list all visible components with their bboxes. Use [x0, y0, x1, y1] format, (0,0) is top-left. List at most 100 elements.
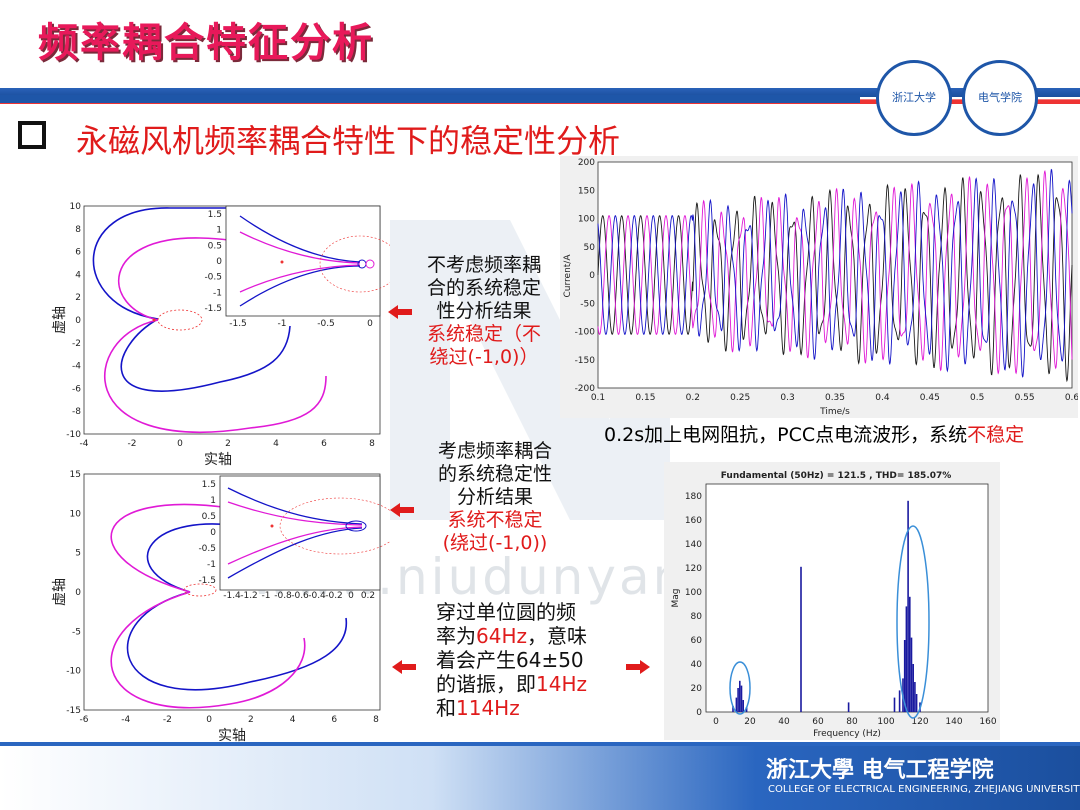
x-tick-label: 80 [846, 717, 858, 727]
checkbox-bullet-icon [18, 121, 46, 149]
x-tick-label: 0 [177, 439, 183, 449]
inset-y-tick-label: -1.5 [204, 304, 222, 314]
y-tick-label: -5 [72, 627, 81, 637]
y-tick-label: 0 [589, 271, 595, 281]
inset-y-tick-label: -1.5 [198, 576, 216, 586]
y-tick-label: 80 [691, 612, 703, 622]
college-logo: 电气学院 [962, 60, 1038, 136]
y-tick-label: 100 [685, 588, 702, 598]
x-tick-label: 4 [273, 439, 279, 449]
x-tick-label: 8 [369, 439, 375, 449]
x-tick-label: 2 [225, 439, 231, 449]
inset-y-tick-label: -0.5 [198, 544, 216, 554]
note3-line5: 和114Hz [436, 696, 612, 720]
fft-bar [736, 698, 738, 712]
fft-bar [737, 688, 739, 712]
inset-y-tick-label: 0.5 [202, 512, 216, 522]
x-tick-label: 2 [248, 715, 254, 725]
note-no-coupling: 不考虑频率耦 合的系统稳定 性分析结果 系统稳定（不 绕过(-1,0)） [412, 254, 556, 369]
arrow-left-icon [388, 305, 412, 319]
y-tick-label: -4 [72, 362, 81, 372]
inset-x-tick-label: -1.4 [223, 591, 241, 601]
school-name: 浙江大學 电气工程学院 [766, 752, 994, 784]
nyquist-bottom-ylabel: 虚轴 [52, 578, 68, 606]
inset-y-tick-label: -1 [207, 560, 216, 570]
y-tick-label: 100 [578, 215, 595, 225]
fft-xlabel: Frequency (Hz) [813, 729, 881, 739]
inset-x-tick-label: 0 [348, 591, 354, 601]
x-tick-label: 0.55 [1015, 393, 1035, 403]
note2-line2: 的系统稳定性 [420, 463, 570, 486]
inset-x-tick-label: -1 [278, 319, 287, 329]
y-tick-label: 140 [685, 540, 702, 550]
inset-y-tick-label: 0 [210, 528, 216, 538]
x-tick-label: 140 [945, 717, 962, 727]
x-tick-label: 0.3 [780, 393, 794, 403]
arrow-left-icon [392, 660, 416, 674]
fft-bar [909, 597, 911, 712]
fft-spectrum-chart: Fundamental (50Hz) = 121.5 , THD= 185.07… [664, 462, 1000, 740]
note-resonance: 穿过单位圆的频 率为64Hz，意味 着会产生64±50 的谐振，即14Hz 和1… [436, 600, 612, 720]
x-tick-label: 0.2 [686, 393, 700, 403]
note2-result-line1: 系统不稳定 [420, 509, 570, 532]
fft-bar [906, 606, 908, 712]
note1-line3: 性分析结果 [412, 300, 556, 323]
note3-line1: 穿过单位圆的频 [436, 600, 612, 624]
x-tick-label: 0.6 [1065, 393, 1078, 403]
university-logo: 浙江大学 [876, 60, 952, 136]
inset-y-tick-label: 1.5 [202, 480, 216, 490]
x-tick-label: 4 [290, 715, 296, 725]
y-tick-label: -2 [72, 339, 81, 349]
waveform-xlabel: Time/s [819, 407, 850, 417]
fft-bar [894, 698, 896, 712]
note3-text: ，意味 [527, 624, 587, 648]
note-with-coupling: 考虑频率耦合 的系统稳定性 分析结果 系统不稳定 (绕过(-1,0)) [420, 440, 570, 555]
y-tick-label: 0 [75, 588, 81, 598]
inset-y-tick-label: 1 [210, 496, 216, 506]
x-tick-label: 0 [206, 715, 212, 725]
y-tick-label: 15 [70, 470, 81, 480]
x-tick-label: -6 [80, 715, 89, 725]
y-tick-label: 6 [75, 248, 81, 258]
y-tick-label: 10 [70, 202, 82, 212]
y-tick-label: 20 [691, 684, 703, 694]
fft-bar [899, 690, 901, 712]
fft-bar [739, 681, 741, 712]
fft-bar [742, 700, 744, 712]
y-tick-label: -6 [72, 384, 81, 394]
inset-x-tick-label: -1 [262, 591, 271, 601]
y-tick-label: -8 [72, 407, 81, 417]
x-tick-label: 40 [778, 717, 790, 727]
inset-x-tick-label: -0.4 [308, 591, 326, 601]
note2-line1: 考虑频率耦合 [420, 440, 570, 463]
note2-line3: 分析结果 [420, 486, 570, 509]
note3-text: 的谐振，即 [436, 672, 536, 696]
note3-line2: 率为64Hz，意味 [436, 624, 612, 648]
x-tick-label: 0.35 [825, 393, 845, 403]
y-tick-label: -10 [66, 667, 81, 677]
note3-line3: 着会产生64±50 [436, 648, 612, 672]
waveform-ylabel: Current/A [563, 254, 573, 298]
x-tick-label: 0.25 [730, 393, 750, 403]
school-name-en: COLLEGE OF ELECTRICAL ENGINEERING, ZHEJI… [768, 784, 1080, 795]
x-tick-label: 0.5 [970, 393, 984, 403]
caption-text: 0.2s加上电网阻抗，PCC点电流波形，系统 [604, 424, 967, 446]
y-tick-label: 0 [696, 708, 702, 718]
x-tick-label: 0.15 [635, 393, 655, 403]
nyquist-top-xlabel: 实轴 [204, 452, 232, 468]
arrow-left-icon [390, 503, 414, 517]
note3-line4: 的谐振，即14Hz [436, 672, 612, 696]
fft-bar [914, 682, 916, 712]
inset-x-tick-label: -0.5 [317, 319, 335, 329]
fft-ylabel: Mag [671, 589, 681, 608]
note1-result-line1: 系统稳定（不 [412, 323, 556, 346]
caption-unstable: 不稳定 [967, 424, 1024, 446]
inset-x-tick-label: -0.6 [291, 591, 309, 601]
section-heading-text: 永磁风机频率耦合特性下的稳定性分析 [76, 122, 620, 160]
y-tick-label: 40 [691, 660, 703, 670]
y-tick-label: 50 [584, 243, 596, 253]
inset-y-tick-label: 0 [216, 257, 222, 267]
